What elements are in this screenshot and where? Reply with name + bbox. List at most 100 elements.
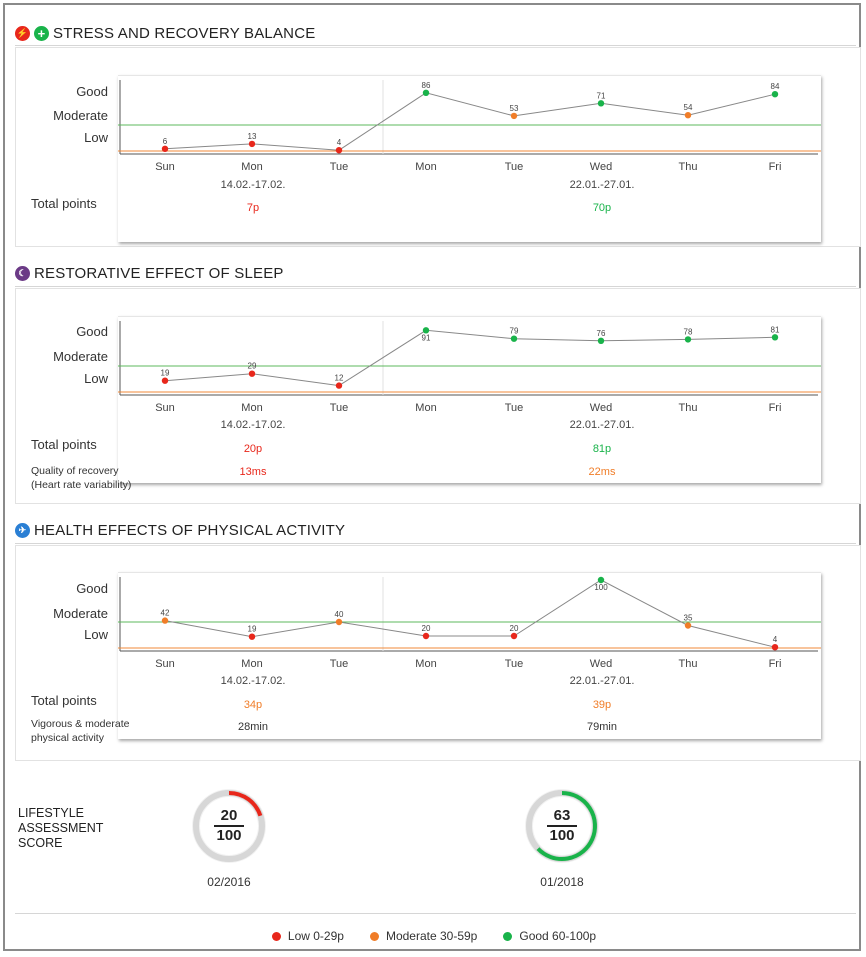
chart-card-activity: 42 19 40 20 20 100 35 4 Sun Mon Tue Mon Tue Wed Thu Fri xyxy=(118,572,821,739)
data-label: 54 xyxy=(684,103,693,112)
series-line xyxy=(164,579,776,648)
level-low: Low xyxy=(84,371,108,386)
data-point xyxy=(771,91,779,98)
legend-dot xyxy=(271,931,281,941)
data-point xyxy=(161,377,169,384)
level-moderate: Moderate xyxy=(53,108,108,123)
data-point xyxy=(684,336,692,343)
x-tick-label: Sun xyxy=(155,402,175,414)
data-label: 29 xyxy=(248,362,257,371)
x-tick-label: Fri xyxy=(769,658,782,670)
section-header-activity: ✈ HEALTH EFFECTS OF PHYSICAL ACTIVITY xyxy=(15,518,345,542)
data-label: 20 xyxy=(422,624,431,633)
score-title-line: LIFESTYLE xyxy=(18,806,84,820)
data-label: 76 xyxy=(597,329,606,338)
x-tick-label: Tue xyxy=(505,161,524,173)
data-point xyxy=(422,89,430,96)
period-label: 22.01.-27.01. xyxy=(569,419,635,431)
total-points-value: 70p xyxy=(592,202,612,214)
level-good: Good xyxy=(76,84,108,99)
section-header-sleep: ☾ RESTORATIVE EFFECT OF SLEEP xyxy=(15,261,284,285)
lifestyle-score-title: LIFESTYLE ASSESSMENT SCORE xyxy=(18,806,103,851)
x-tick-label: Tue xyxy=(330,402,349,414)
hrv-value: 22ms xyxy=(588,466,616,478)
data-point xyxy=(510,112,518,120)
divider xyxy=(15,286,856,287)
data-label: 81 xyxy=(771,325,780,334)
data-point xyxy=(510,335,518,342)
data-label: 19 xyxy=(161,369,170,378)
period-label: 22.01.-27.01. xyxy=(569,179,635,191)
x-tick-label: Thu xyxy=(679,658,698,670)
data-point xyxy=(422,632,430,640)
x-tick-label: Tue xyxy=(330,658,349,670)
score-title-line: ASSESSMENT xyxy=(18,821,104,835)
data-label: 100 xyxy=(594,583,608,592)
data-label: 19 xyxy=(248,625,257,634)
activity-label-line: physical activity xyxy=(31,732,104,744)
activity-label: Vigorous & moderate physical activity xyxy=(31,717,129,745)
x-tick-label: Mon xyxy=(241,658,262,670)
data-label: 79 xyxy=(510,327,519,336)
data-point xyxy=(422,327,430,334)
legend: Low 0-29p Moderate 30-59p Good 60-100p xyxy=(5,929,863,943)
legend-label: Good 60-100p xyxy=(519,929,597,943)
data-point xyxy=(771,644,779,651)
hrv-label-line: Quality of recovery xyxy=(31,465,119,477)
section-header-stress: ⚡ + STRESS AND RECOVERY BALANCE xyxy=(15,21,315,45)
data-label: 84 xyxy=(771,82,780,91)
score-title-line: SCORE xyxy=(18,836,63,850)
x-tick-label: Mon xyxy=(241,161,262,173)
x-tick-label: Fri xyxy=(769,402,782,414)
data-label: 13 xyxy=(248,132,257,141)
hrv-label: Quality of recovery (Heart rate variabil… xyxy=(31,464,131,492)
legend-dot xyxy=(369,931,379,941)
gauge-date: 02/2016 xyxy=(207,875,251,889)
data-point xyxy=(161,617,169,624)
x-tick-label: Mon xyxy=(415,658,436,670)
level-moderate: Moderate xyxy=(53,606,108,621)
data-point xyxy=(597,576,605,584)
period-label: 22.01.-27.01. xyxy=(569,675,635,687)
data-point xyxy=(161,145,169,152)
x-tick-label: Wed xyxy=(590,402,612,414)
data-label: 4 xyxy=(337,138,342,147)
data-point xyxy=(597,100,605,107)
section-title: RESTORATIVE EFFECT OF SLEEP xyxy=(34,264,284,282)
data-label: 42 xyxy=(161,609,170,618)
hrv-label-line: (Heart rate variability) xyxy=(31,479,132,491)
legend-item-low: Low 0-29p xyxy=(271,929,344,943)
legend-label: Low 0-29p xyxy=(287,929,344,943)
data-label: 12 xyxy=(335,374,344,383)
series-line xyxy=(164,92,776,151)
chart-card-stress: 6 13 4 86 53 71 54 84 Sun Mon Tue Mon Tue Wed Thu Fri xyxy=(118,75,821,242)
x-tick-label: Tue xyxy=(330,161,349,173)
x-tick-label: Sun xyxy=(155,161,175,173)
activity-value: 79min xyxy=(587,721,617,733)
data-point xyxy=(335,618,343,626)
gauge-max: 100 xyxy=(216,827,242,844)
x-tick-label: Thu xyxy=(679,402,698,414)
gauge-date: 01/2018 xyxy=(540,875,584,889)
data-label: 6 xyxy=(163,137,168,146)
activity-label-line: Vigorous & moderate xyxy=(31,718,130,730)
period-label: 14.02.-17.02. xyxy=(220,179,286,191)
legend-item-good: Good 60-100p xyxy=(503,929,596,943)
total-points-label: Total points xyxy=(31,437,97,452)
activity-line-chart: 42 19 40 20 20 100 35 4 Sun Mon Tue Mon Tue Wed Thu Fri xyxy=(118,576,821,670)
data-point xyxy=(335,382,343,389)
level-low: Low xyxy=(84,627,108,642)
gauge-progress-arc xyxy=(228,791,263,817)
level-good: Good xyxy=(76,581,108,596)
score-gauge-2018: 63 100 xyxy=(524,788,600,864)
score-gauge-2016: 20 100 xyxy=(191,788,267,864)
legend-label: Moderate 30-59p xyxy=(385,929,478,943)
total-points-value: 7p xyxy=(246,202,260,214)
x-tick-label: Sun xyxy=(155,658,175,670)
data-point xyxy=(248,370,256,377)
moon-icon: ☾ xyxy=(15,265,30,281)
stress-line-chart: 6 13 4 86 53 71 54 84 Sun Mon Tue Mon Tue Wed Thu Fri xyxy=(118,80,821,173)
x-tick-label: Wed xyxy=(590,658,612,670)
data-label: 20 xyxy=(510,624,519,633)
total-points-value: 34p xyxy=(243,699,263,711)
